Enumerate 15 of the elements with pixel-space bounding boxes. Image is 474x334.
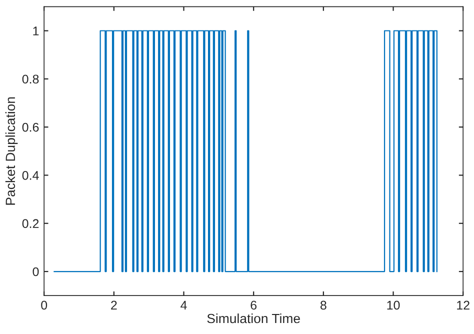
y-tick-label: 0 <box>32 267 39 276</box>
y-tick-label: 0.6 <box>22 122 39 132</box>
x-tick-label: 8 <box>320 300 326 310</box>
y-axis-title: Packet Duplication <box>5 97 18 205</box>
x-tick-label: 0 <box>41 300 48 310</box>
y-tick-label: 0.4 <box>22 171 39 180</box>
y-tick-label: 0.8 <box>22 74 39 84</box>
x-tick-label: 10 <box>387 300 400 310</box>
y-tick-label: 1 <box>33 26 39 36</box>
x-tick-label: 2 <box>111 300 117 310</box>
x-axis-title: Simulation Time <box>207 313 300 324</box>
x-tick-label: 12 <box>457 300 470 310</box>
y-tick-label: 0.2 <box>22 219 39 228</box>
x-tick-label: 6 <box>250 300 257 310</box>
x-tick-label: 4 <box>180 300 187 310</box>
